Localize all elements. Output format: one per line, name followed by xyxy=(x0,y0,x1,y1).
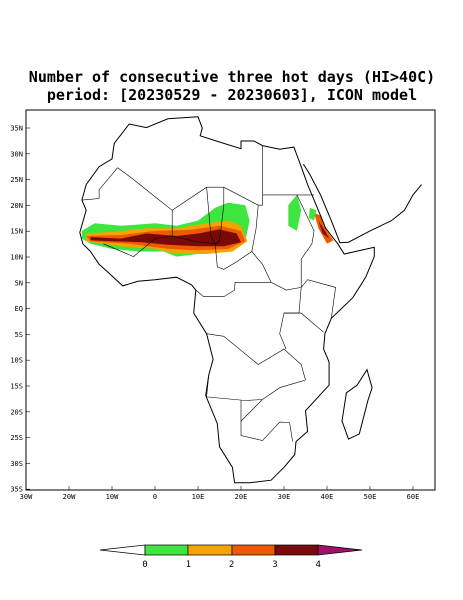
heat-area xyxy=(288,194,302,231)
map xyxy=(79,116,422,484)
country-border xyxy=(284,287,302,314)
colorbar: 0 1 2 3 4 xyxy=(99,544,363,570)
lat-label: 10N xyxy=(10,254,23,262)
title-line1: Number of consecutive three hot days (HI… xyxy=(29,68,435,86)
country-border xyxy=(251,205,336,319)
lon-label: 60E xyxy=(407,493,420,501)
country-border xyxy=(206,333,306,381)
lon-label: 10W xyxy=(106,493,119,501)
lon-label: 40E xyxy=(321,493,334,501)
colorbar-label: 2 xyxy=(229,560,234,570)
lat-label: 15S xyxy=(10,383,23,391)
country-border xyxy=(214,243,252,270)
lon-label: 20E xyxy=(235,493,248,501)
heat-area xyxy=(314,212,334,244)
lat-label: 20S xyxy=(10,408,23,416)
colorbar-bin xyxy=(274,544,319,556)
colorbar-high xyxy=(317,544,363,556)
country-border xyxy=(215,187,225,245)
country-border xyxy=(103,210,173,257)
country-border xyxy=(240,399,263,422)
colorbar-bin xyxy=(187,544,233,556)
lon-label: 20W xyxy=(63,493,76,501)
lon-label: 50E xyxy=(364,493,377,501)
lat-label: 30N xyxy=(10,150,23,158)
country-border xyxy=(117,145,263,211)
colorbar-bin xyxy=(144,544,189,556)
colorbar-low xyxy=(99,544,146,556)
lon-label: 10E xyxy=(192,493,205,501)
country-border xyxy=(81,167,118,201)
lat-label: 35N xyxy=(10,125,23,133)
lat-label: EQ xyxy=(15,305,23,313)
colorbar-bin xyxy=(231,544,276,556)
map-frame xyxy=(25,109,436,491)
country-border xyxy=(296,194,315,288)
axes: 35N 30N 25N 20N 15N 10N 5N EQ 5S 10S 15S 20S 25S 30S 3… xyxy=(10,125,419,502)
heat-area xyxy=(308,207,317,221)
lon-label: 0 xyxy=(153,493,157,501)
country-border xyxy=(206,374,306,401)
colorbar-label: 1 xyxy=(186,560,191,570)
lat-label: 25S xyxy=(10,434,23,442)
lat-label: 5N xyxy=(15,279,23,287)
country-border xyxy=(240,421,293,442)
colorbar-label: 4 xyxy=(315,560,320,570)
title-line2: period: [20230529 - 20230603], ICON mode… xyxy=(47,86,417,104)
lon-label: 30W xyxy=(20,493,33,501)
africa-coast xyxy=(79,116,375,484)
lat-label: 15N xyxy=(10,228,23,236)
lon-label: 30E xyxy=(278,493,291,501)
country-border xyxy=(279,312,324,350)
lat-label: 30S xyxy=(10,460,23,468)
lat-label: 10S xyxy=(10,357,23,365)
lat-label: 20N xyxy=(10,202,23,210)
madagascar xyxy=(341,368,373,440)
colorbar-label: 3 xyxy=(272,560,277,570)
lat-label: 35S xyxy=(10,486,23,494)
country-border xyxy=(195,281,272,298)
lat-label: 5S xyxy=(15,331,23,339)
lat-label: 25N xyxy=(10,176,23,184)
colorbar-label: 0 xyxy=(142,560,147,570)
arabia-coast xyxy=(302,163,422,244)
heat-area xyxy=(318,220,330,239)
